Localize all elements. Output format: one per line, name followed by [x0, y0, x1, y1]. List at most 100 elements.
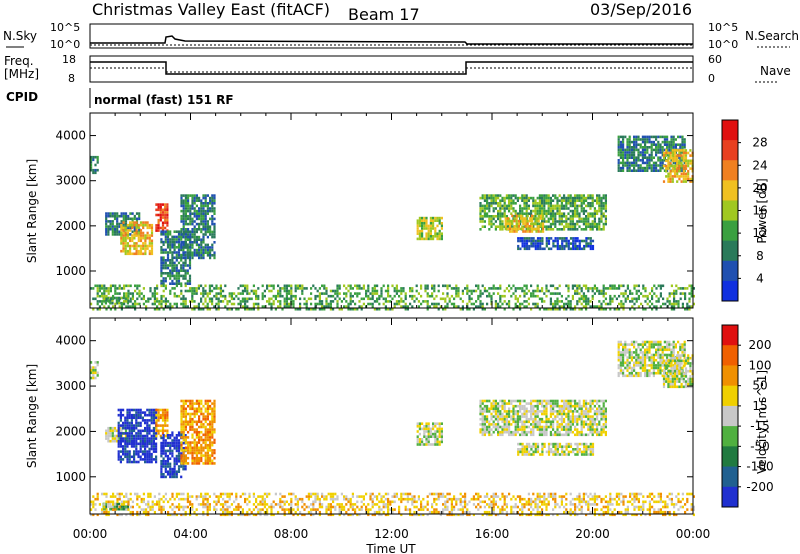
velocity-cell — [530, 415, 533, 418]
power-cell — [144, 223, 147, 227]
power-cell — [427, 227, 430, 230]
power-cell — [439, 305, 442, 308]
power-cell — [166, 233, 170, 236]
velocity-cell — [113, 426, 117, 430]
power-cell — [107, 287, 110, 290]
velocity-cell — [530, 402, 533, 405]
velocity-cell — [545, 415, 548, 418]
velocity-cell — [124, 426, 127, 430]
power-cell — [530, 209, 533, 213]
power-cell — [211, 246, 214, 249]
power-cell — [596, 202, 599, 205]
velocity-cell — [519, 399, 522, 403]
velocity-cell — [204, 441, 207, 444]
power-cell — [169, 264, 172, 267]
power-cell — [124, 239, 127, 243]
power-cell — [641, 156, 644, 159]
power-cell — [257, 294, 260, 298]
power-cell — [534, 202, 537, 205]
power-cell — [536, 305, 539, 308]
velocity-cell — [554, 404, 557, 408]
power-cell — [325, 287, 328, 290]
power-cell — [200, 215, 203, 218]
power-cell — [671, 180, 674, 183]
power-cell — [602, 207, 605, 210]
power-cell — [157, 221, 160, 225]
power-cell — [98, 294, 101, 298]
power-cell — [195, 287, 198, 290]
power-cell — [630, 146, 633, 149]
power-cell — [571, 196, 574, 200]
power-cell — [177, 261, 181, 265]
velocity-cell — [189, 407, 192, 411]
power-cell — [184, 212, 187, 215]
power-cell — [195, 228, 198, 231]
power-cell — [109, 214, 112, 218]
velocity-cell — [483, 415, 486, 418]
velocity-cell — [421, 427, 424, 431]
power-cell — [545, 244, 548, 248]
power-cell — [641, 166, 644, 170]
velocity-cell — [160, 441, 163, 445]
power-cell — [525, 194, 528, 197]
power-cell — [187, 209, 190, 213]
power-cell — [169, 230, 172, 233]
power-cell — [148, 242, 151, 245]
power-cell — [431, 302, 434, 306]
power-cell — [558, 220, 561, 223]
power-cell — [336, 284, 339, 288]
velocity-cell — [135, 460, 138, 464]
power-cell — [193, 220, 196, 223]
power-cell — [533, 222, 536, 225]
power-cell — [532, 225, 535, 228]
velocity-cell — [543, 420, 546, 424]
power-cell — [129, 300, 132, 303]
velocity-cell — [434, 425, 437, 428]
power-cell — [580, 199, 583, 202]
power-cell — [539, 242, 542, 245]
power-cell — [103, 284, 106, 288]
power-cell — [554, 217, 557, 221]
power-cell — [124, 234, 127, 237]
power-cell — [593, 284, 596, 288]
nave-trace — [90, 67, 693, 73]
power-cell — [332, 300, 335, 303]
power-cell — [578, 284, 581, 288]
power-cell — [472, 307, 475, 311]
velocity-cell — [182, 438, 185, 442]
power-cell — [428, 294, 431, 298]
power-cell — [560, 300, 563, 303]
power-cell — [162, 243, 165, 246]
velocity-cell — [177, 454, 181, 458]
power-cell — [169, 238, 172, 241]
power-cell — [567, 217, 570, 221]
power-cell — [552, 239, 555, 243]
power-cell — [639, 169, 642, 172]
power-cell — [455, 287, 458, 290]
power-cell — [524, 217, 527, 220]
power-cell — [139, 252, 143, 256]
power-cell — [651, 302, 654, 306]
power-cell — [193, 228, 196, 231]
velocity-cell — [187, 420, 190, 424]
power-cell — [398, 302, 401, 306]
power-cell — [571, 217, 574, 221]
power-cell — [169, 282, 172, 285]
power-cell — [387, 292, 390, 295]
power-cell — [131, 212, 134, 215]
power-cell — [415, 289, 418, 293]
velocity-cell — [563, 404, 566, 408]
power-cell — [578, 247, 581, 251]
power-cell — [679, 297, 682, 301]
power-cell — [161, 221, 165, 225]
power-cell — [431, 294, 434, 298]
velocity-cell — [436, 427, 439, 431]
velocity-cell — [543, 410, 546, 413]
power-cell — [145, 307, 148, 311]
power-cell — [582, 305, 585, 308]
velocity-cell — [534, 410, 537, 413]
power-cell — [184, 204, 187, 208]
power-cell — [261, 284, 264, 288]
velocity-cell — [536, 412, 539, 416]
velocity-cell — [547, 425, 550, 429]
